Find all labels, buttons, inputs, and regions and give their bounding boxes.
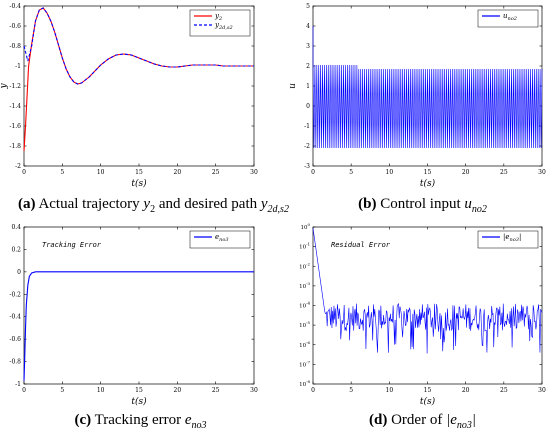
y-tick-label-c-2: -0.6 (9, 336, 21, 343)
y-tick-label-d-7: 10-1 (299, 242, 310, 251)
y-tick-label-c-3: -0.4 (9, 314, 21, 321)
y-tick-label-a-7: -0.6 (9, 23, 21, 30)
y-tick-label-c-1: -0.8 (9, 359, 21, 366)
y-tick-label-d-6: 10-2 (299, 261, 310, 270)
y-tick-label-d-0: 10-8 (299, 379, 310, 388)
x-tick-label-d-5: 5 (349, 387, 353, 394)
caption-a: (a) Actual trajectory y2 and desired pat… (18, 196, 289, 215)
y-tick-label-a-0: -2 (15, 163, 21, 170)
x-tick-label-b-15: 15 (424, 169, 432, 176)
y-axis-label-a: y (0, 83, 9, 90)
y-tick-label-d-1: 10-7 (299, 359, 310, 368)
y-tick-label-b-1: -2 (304, 143, 310, 150)
x-tick-label-c-10: 10 (97, 387, 105, 394)
x-tick-label-a-0: 0 (22, 169, 26, 176)
legend-box-b (477, 9, 539, 28)
axes-box-c (23, 226, 255, 385)
y-tick-label-b-4: 1 (306, 83, 310, 90)
x-tick-label-b-5: 5 (349, 169, 353, 176)
y-tick-label-a-1: -1.8 (9, 143, 21, 150)
x-tick-label-d-0: 0 (311, 387, 315, 394)
legend-box-c (189, 230, 251, 249)
x-tick-label-a-30: 30 (250, 169, 258, 176)
x-tick-label-c-15: 15 (135, 387, 143, 394)
x-tick-label-c-20: 20 (174, 387, 182, 394)
legend-box-a (189, 9, 251, 37)
y-tick-label-c-0: -1 (15, 381, 21, 388)
x-tick-label-b-0: 0 (311, 169, 315, 176)
y-tick-label-b-3: 0 (306, 103, 310, 110)
legend-label-a-0: y2 (214, 12, 222, 22)
y-tick-label-d-2: 10-6 (299, 340, 310, 349)
x-tick-label-b-10: 10 (386, 169, 394, 176)
x-tick-label-c-30: 30 (250, 387, 258, 394)
legend-label-c-0: eno3 (215, 233, 229, 243)
x-tick-label-d-10: 10 (386, 387, 394, 394)
x-tick-label-c-0: 0 (22, 387, 26, 394)
y-tick-label-a-5: -1 (15, 63, 21, 70)
y-tick-label-a-6: -0.8 (9, 43, 21, 50)
y-tick-label-c-7: 0.4 (11, 224, 21, 231)
y-tick-label-d-8: 100 (300, 222, 310, 231)
x-tick-label-d-15: 15 (424, 387, 432, 394)
legend-label-d-0: |eno3| (503, 233, 521, 243)
y-tick-label-b-5: 2 (306, 63, 310, 70)
x-tick-label-a-5: 5 (60, 169, 64, 176)
x-tick-label-a-20: 20 (174, 169, 182, 176)
y-tick-label-a-3: -1.4 (9, 103, 21, 110)
series-line-a-1 (23, 7, 254, 85)
x-axis-label-b: t(s) (420, 178, 436, 189)
y-tick-label-a-4: -1.2 (9, 83, 21, 90)
y-tick-label-b-7: 4 (306, 23, 310, 30)
y-axis-label-b: u (288, 83, 298, 89)
y-tick-label-a-8: -0.4 (9, 3, 21, 10)
y-tick-label-b-2: -1 (304, 123, 310, 130)
x-tick-label-d-20: 20 (462, 387, 470, 394)
x-tick-label-c-5: 5 (60, 387, 64, 394)
series-line-c-0 (23, 271, 254, 381)
series-line-d-0 (312, 227, 543, 354)
x-tick-label-a-10: 10 (97, 169, 105, 176)
y-tick-label-b-6: 3 (306, 43, 310, 50)
legend-label-b-0: uno2 (503, 12, 517, 22)
x-tick-label-a-15: 15 (135, 169, 143, 176)
y-tick-label-c-5: 0 (17, 269, 21, 276)
caption-b: (b) Control input uno2 (358, 196, 487, 215)
x-tick-label-b-20: 20 (462, 169, 470, 176)
caption-c: (c) Tracking error eno3 (74, 412, 207, 431)
x-tick-label-b-25: 25 (500, 169, 508, 176)
caption-d: (d) Order of |eno3| (369, 412, 476, 431)
y-tick-label-d-5: 10-3 (299, 281, 310, 290)
y-tick-label-a-2: -1.6 (9, 123, 21, 130)
y-tick-label-b-0: -3 (304, 163, 310, 170)
annotation-c: Tracking Error (42, 241, 102, 249)
y-tick-label-d-3: 10-5 (299, 320, 310, 329)
x-axis-label-d: t(s) (420, 396, 436, 407)
x-tick-label-b-30: 30 (538, 169, 546, 176)
y-tick-label-c-6: 0.2 (11, 246, 21, 253)
x-tick-label-d-30: 30 (538, 387, 546, 394)
y-tick-label-b-8: 5 (306, 3, 310, 10)
x-tick-label-d-25: 25 (500, 387, 508, 394)
x-axis-label-a: t(s) (131, 178, 147, 189)
x-tick-label-c-25: 25 (212, 387, 220, 394)
legend-label-a-1: y2d,s2 (214, 21, 233, 31)
annotation-d: Residual Error (331, 241, 391, 249)
x-tick-label-a-25: 25 (212, 169, 220, 176)
x-axis-label-c: t(s) (131, 396, 147, 407)
legend-box-d (477, 230, 539, 249)
y-tick-label-c-4: -0.2 (9, 291, 21, 298)
y-tick-label-d-4: 10-4 (299, 301, 310, 310)
series-line-b-0 (312, 26, 543, 149)
